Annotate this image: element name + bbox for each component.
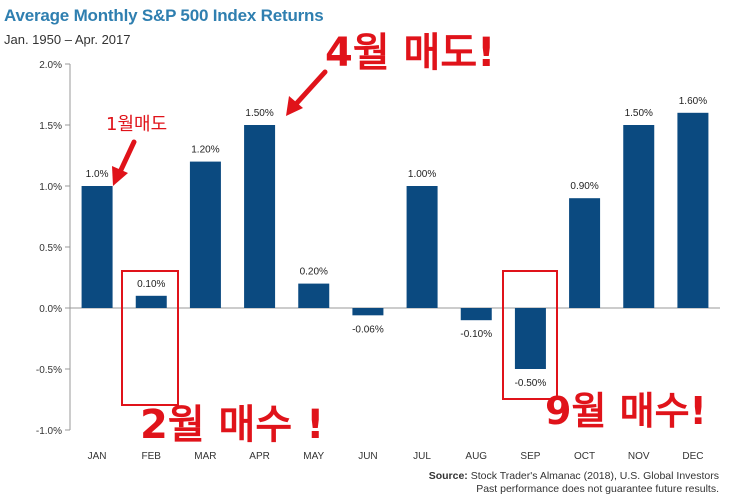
x-tick-label-may: MAY bbox=[303, 451, 324, 462]
data-label-may: 0.20% bbox=[300, 267, 328, 278]
data-label-dec: 1.60% bbox=[679, 96, 707, 107]
annotation-buy-feb: 2월 매수 ! bbox=[140, 402, 325, 448]
data-label-nov: 1.50% bbox=[625, 108, 653, 119]
data-label-jul: 1.00% bbox=[408, 169, 436, 180]
y-tick-label: 0.5% bbox=[39, 243, 62, 254]
x-tick-label-dec: DEC bbox=[682, 451, 703, 462]
data-label-mar: 1.20% bbox=[191, 145, 219, 156]
data-label-oct: 0.90% bbox=[570, 181, 598, 192]
data-label-apr: 1.50% bbox=[245, 108, 273, 119]
chart-title: Average Monthly S&P 500 Index Returns bbox=[4, 6, 324, 25]
bars-layer bbox=[81, 112, 709, 369]
data-labels-layer: 1.0% 0.10% 1.20% 1.50% 0.20% -0.06% 1.00% -0.10… bbox=[86, 96, 708, 389]
bar-may bbox=[298, 283, 330, 308]
bar-dec bbox=[677, 112, 709, 308]
annotation-sell-apr: 4월 매도! bbox=[325, 30, 496, 76]
annotation-overlay bbox=[112, 69, 558, 406]
x-tick-label-jun: JUN bbox=[358, 451, 377, 462]
data-label-feb: 0.10% bbox=[137, 279, 165, 290]
x-tick-label-sep: SEP bbox=[520, 451, 540, 462]
annotation-sell-jan: 1월매도 bbox=[106, 114, 168, 135]
source-text: Stock Trader's Almanac (2018), U.S. Glob… bbox=[470, 470, 719, 482]
bar-sep bbox=[514, 308, 546, 369]
data-label-jan: 1.0% bbox=[86, 169, 109, 180]
x-tick-label-oct: OCT bbox=[574, 451, 595, 462]
bar-oct bbox=[569, 198, 601, 308]
x-tick-label-jul: JUL bbox=[413, 451, 431, 462]
chart-subtitle: Jan. 1950 – Apr. 2017 bbox=[4, 32, 131, 47]
x-tick-label-aug: AUG bbox=[465, 451, 487, 462]
data-label-sep: -0.50% bbox=[515, 378, 547, 389]
jan-arrow-icon bbox=[112, 139, 137, 186]
x-tick-label-nov: NOV bbox=[628, 451, 650, 462]
y-tick-label: -0.5% bbox=[36, 365, 62, 376]
y-tick-label: 0.0% bbox=[39, 304, 62, 315]
y-tick-label: 1.5% bbox=[39, 121, 62, 132]
annotation-buy-sep: 9월 매수! bbox=[545, 389, 707, 433]
x-tick-label-mar: MAR bbox=[194, 451, 216, 462]
bar-feb bbox=[135, 295, 167, 308]
x-tick-labels-layer: JAN FEB MAR APR MAY JUN JUL AUG SEP OCT NOV DEC bbox=[88, 451, 704, 462]
x-tick-label-apr: APR bbox=[249, 451, 270, 462]
data-label-jun: -0.06% bbox=[352, 324, 384, 335]
bar-mar bbox=[189, 161, 221, 308]
sep-highlight-box bbox=[502, 270, 558, 400]
y-tick-label: 1.0% bbox=[39, 182, 62, 193]
bar-apr bbox=[244, 125, 276, 308]
bar-jun bbox=[352, 308, 384, 316]
bar-jul bbox=[406, 186, 438, 308]
bar-jan bbox=[81, 186, 113, 308]
x-tick-label-feb: FEB bbox=[142, 451, 162, 462]
y-tick-label: 2.0% bbox=[39, 60, 62, 71]
source-note: Source: Stock Trader's Almanac (2018), U… bbox=[429, 470, 719, 496]
x-tick-label-jan: JAN bbox=[88, 451, 107, 462]
source-label: Source: bbox=[428, 470, 468, 482]
bar-aug bbox=[460, 308, 492, 321]
apr-arrow-icon bbox=[286, 69, 328, 116]
disclaimer-text: Past performance does not guarantee futu… bbox=[476, 483, 719, 495]
data-label-aug: -0.10% bbox=[460, 329, 492, 340]
bar-nov bbox=[623, 125, 655, 308]
y-tick-label: -1.0% bbox=[36, 426, 62, 437]
feb-highlight-box bbox=[121, 270, 179, 406]
